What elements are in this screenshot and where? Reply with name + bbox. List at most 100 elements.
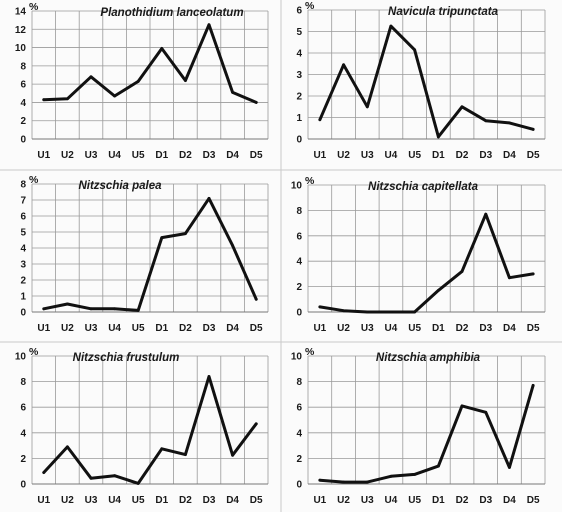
data-point <box>89 476 93 480</box>
chart-panel: 0 2 4 6 8 10 12 14 U1 U2 U3 U4 U5 D1 D2 D3 D4 D5% Planothi… <box>15 1 269 161</box>
x-tick-label: D5 <box>250 150 263 161</box>
y-tick-label: 6 <box>20 403 26 414</box>
data-point <box>436 464 440 468</box>
y-tick-label: 8 <box>20 180 26 191</box>
x-tick-label: D3 <box>479 495 492 506</box>
data-point <box>231 90 235 94</box>
x-tick-label: D1 <box>432 323 445 334</box>
chart-title: Nitzschia amphibia <box>376 352 481 364</box>
data-point <box>342 480 345 484</box>
x-tick-label: D2 <box>456 323 469 334</box>
data-point <box>318 478 322 482</box>
y-tick-label: 2 <box>296 92 302 103</box>
x-tick-label: U3 <box>361 495 374 506</box>
y-tick-label: 10 <box>291 352 303 363</box>
y-axis-unit-label: % <box>305 0 315 12</box>
y-tick-label: 7 <box>20 196 26 207</box>
y-tick-label: 8 <box>296 206 302 217</box>
data-point <box>207 23 211 27</box>
x-tick-label: U5 <box>132 323 145 334</box>
y-tick-label: 3 <box>296 70 302 81</box>
data-point <box>136 481 140 485</box>
x-tick-label: U1 <box>37 323 50 334</box>
y-tick-label: 0 <box>296 135 302 146</box>
y-tick-label: 2 <box>296 282 302 293</box>
y-tick-label: 0 <box>296 308 302 319</box>
x-tick-label: U3 <box>85 495 98 506</box>
data-point <box>413 48 417 52</box>
data-point <box>365 310 369 314</box>
y-tick-label: 0 <box>296 480 302 491</box>
chart-title: Nitzschia capitellata <box>368 181 479 193</box>
data-point <box>89 75 93 79</box>
y-tick-label: 3 <box>20 260 26 271</box>
y-tick-label: 10 <box>15 352 27 363</box>
x-tick-label: D1 <box>432 495 445 506</box>
chart-panel: 0 1 2 3 4 5 6 U1 U2 U3 U4 U5 D1 D2 D3 D4 D5% Navicula tri… <box>296 0 546 161</box>
x-tick-label: U4 <box>385 495 398 506</box>
data-point <box>160 236 164 240</box>
x-tick-label: D1 <box>155 323 168 334</box>
data-point <box>508 276 511 280</box>
y-tick-label: 5 <box>296 27 302 38</box>
data-point <box>508 465 511 469</box>
x-tick-label: U5 <box>408 495 421 506</box>
x-tick-label: D3 <box>203 150 216 161</box>
y-tick-label: 10 <box>15 43 27 54</box>
chart-title: Navicula tripunctata <box>388 6 499 18</box>
x-tick-label: D2 <box>179 150 192 161</box>
y-tick-label: 8 <box>296 377 302 388</box>
data-point <box>207 375 211 378</box>
x-tick-label: D4 <box>226 495 239 506</box>
y-axis-unit-label: % <box>305 346 315 358</box>
y-tick-label: 1 <box>20 292 26 303</box>
data-point <box>365 480 369 484</box>
data-point <box>484 119 488 123</box>
x-tick-label: U4 <box>108 323 121 334</box>
data-point <box>160 47 164 50</box>
x-tick-label: U2 <box>337 150 350 161</box>
x-tick-label: D2 <box>179 495 192 506</box>
data-point <box>184 79 187 82</box>
y-tick-label: 2 <box>296 454 302 465</box>
x-tick-label: D2 <box>179 323 192 334</box>
data-point <box>318 118 322 122</box>
chart-title: Nitzschia palea <box>78 180 162 192</box>
y-tick-label: 6 <box>296 403 302 414</box>
y-tick-label: 1 <box>296 113 302 124</box>
x-tick-label: D1 <box>155 150 168 161</box>
x-tick-label: U2 <box>61 495 74 506</box>
x-tick-label: U2 <box>337 495 350 506</box>
y-tick-label: 6 <box>20 212 26 223</box>
data-point <box>318 305 322 309</box>
y-tick-label: 6 <box>296 231 302 242</box>
y-tick-label: 8 <box>20 377 26 388</box>
data-point <box>413 310 417 314</box>
y-tick-label: 4 <box>296 428 302 439</box>
data-point <box>66 445 69 449</box>
x-tick-label: D4 <box>226 150 239 161</box>
y-tick-label: 4 <box>296 257 302 268</box>
y-tick-label: 8 <box>20 61 26 72</box>
x-tick-label: D5 <box>527 323 540 334</box>
chart-title: Nitzschia frustulum <box>73 352 180 364</box>
x-tick-label: U3 <box>361 323 374 334</box>
x-tick-label: U1 <box>313 495 326 506</box>
data-point <box>508 121 511 125</box>
x-tick-label: D2 <box>456 150 469 161</box>
x-tick-label: U1 <box>37 495 50 506</box>
data-point <box>184 453 187 456</box>
x-tick-label: D3 <box>203 495 216 506</box>
series-line <box>42 196 258 312</box>
x-tick-label: D1 <box>432 150 445 161</box>
data-point <box>184 232 187 236</box>
x-tick-label: U1 <box>37 150 50 161</box>
data-point <box>365 105 369 109</box>
x-tick-label: U3 <box>85 150 98 161</box>
x-tick-label: D3 <box>479 150 492 161</box>
data-point <box>231 244 235 248</box>
series-line <box>318 383 535 484</box>
data-point <box>389 474 393 478</box>
data-point <box>136 309 140 312</box>
data-point <box>531 384 535 387</box>
